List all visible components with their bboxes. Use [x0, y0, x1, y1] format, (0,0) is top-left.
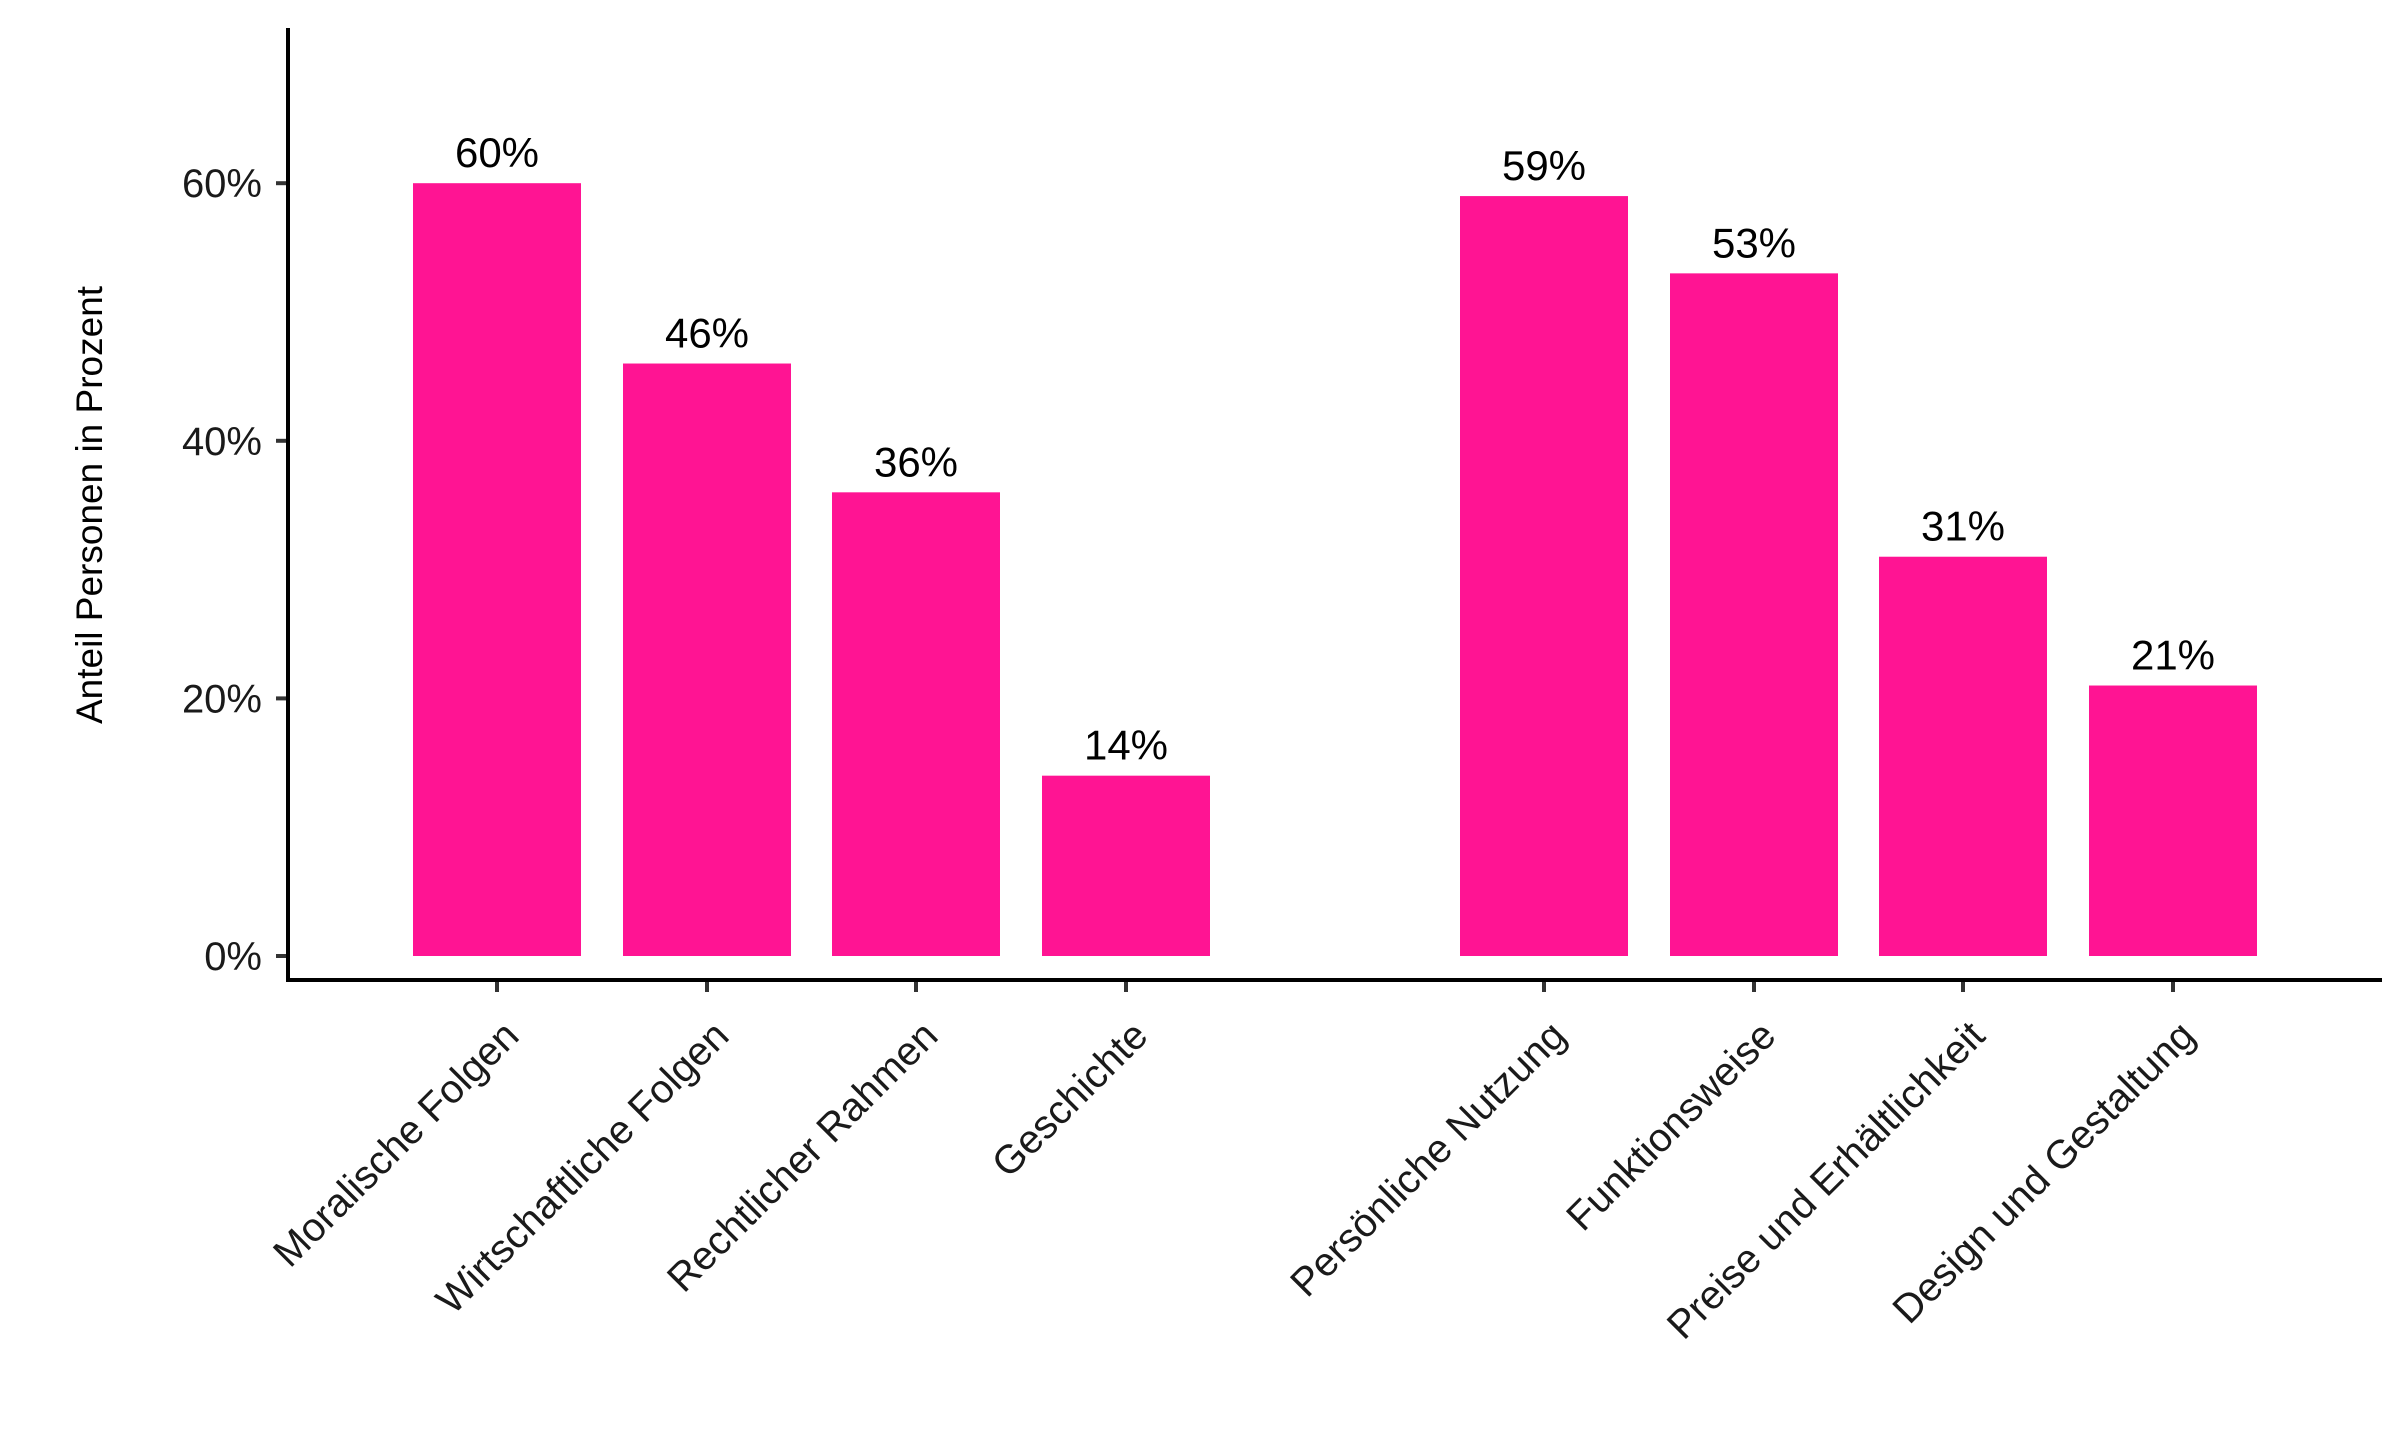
value-label-design-und-gestaltung: 21%	[2131, 632, 2215, 679]
bar-moralische-folgen	[413, 183, 581, 956]
value-label-wirtschaftliche-folgen: 46%	[665, 310, 749, 357]
y-tick-label: 40%	[182, 420, 262, 464]
y-axis-ticks: 0% 20% 40% 60%	[182, 162, 288, 979]
value-label-geschichte: 14%	[1084, 722, 1168, 769]
value-labels-layer: 60% 46% 36% 14% 59% 53% 31% 21%	[455, 129, 2215, 768]
value-label-rechtlicher-rahmen: 36%	[874, 438, 958, 485]
bars-layer	[413, 183, 2257, 956]
value-label-preise-und-erhaeltlichkeit: 31%	[1921, 503, 2005, 550]
bar-persoenliche-nutzung	[1460, 196, 1628, 956]
x-tick-label-geschichte: Geschichte	[984, 1013, 1157, 1186]
y-tick-label: 0%	[204, 935, 262, 979]
x-tick-label-funktionsweise: Funktionsweise	[1558, 1013, 1784, 1239]
bar-funktionsweise	[1670, 273, 1838, 956]
bar-preise-und-erhaeltlichkeit	[1879, 556, 2047, 956]
x-tick-label-persoenliche-nutzung: Persönliche Nutzung	[1282, 1013, 1574, 1305]
value-label-funktionsweise: 53%	[1712, 219, 1796, 266]
value-label-persoenliche-nutzung: 59%	[1502, 142, 1586, 189]
bar-design-und-gestaltung	[2089, 685, 2257, 956]
y-tick-label: 60%	[182, 162, 262, 206]
bar-wirtschaftliche-folgen	[623, 363, 791, 956]
bar-geschichte	[1042, 775, 1210, 956]
y-tick-label: 20%	[182, 677, 262, 721]
bar-rechtlicher-rahmen	[832, 492, 1000, 956]
value-label-moralische-folgen: 60%	[455, 129, 539, 176]
y-axis-label: Anteil Personen in Prozent	[69, 285, 110, 724]
